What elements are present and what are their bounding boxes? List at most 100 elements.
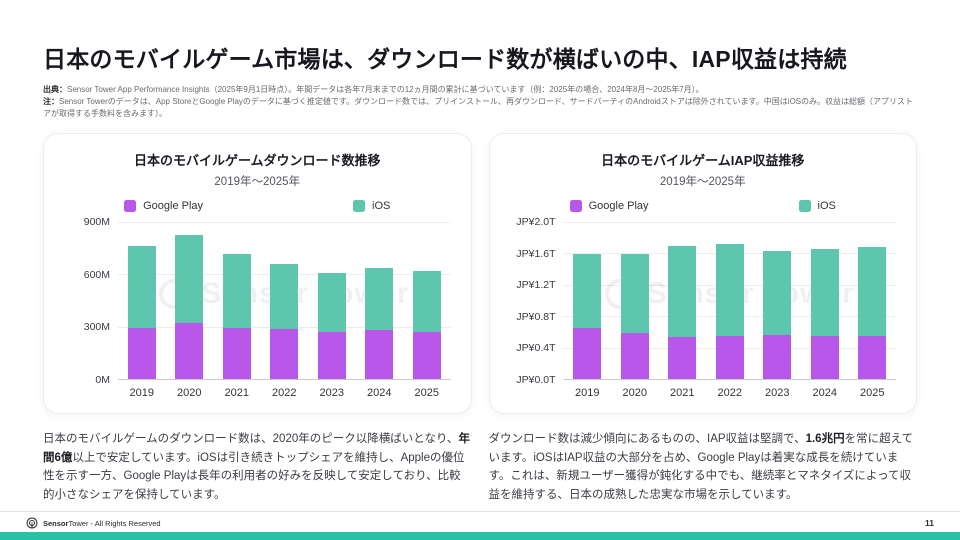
revenue-commentary: ダウンロード数は減少傾向にあるものの、IAP収益は堅調で、1.6兆円を常に超えて… xyxy=(489,430,918,505)
y-tick-label: JP¥2.0T xyxy=(516,216,556,228)
bar-segment-google-play xyxy=(365,329,394,379)
chart-title: 日本のモバイルゲームIAP収益推移 xyxy=(601,153,805,168)
bar-segment-google-play xyxy=(715,335,744,379)
bar-segment-ios xyxy=(222,253,251,328)
stacked-bar-2020 xyxy=(620,222,649,379)
x-tick-label: 2022 xyxy=(717,387,742,399)
bar-column xyxy=(564,222,612,379)
x-axis: 2019 2020 2021 2022 2023 2024 2025 xyxy=(510,387,897,399)
bar-segment-google-play xyxy=(620,332,649,379)
source-label: 出典： xyxy=(43,85,67,94)
plot: 900M 600M 300M 0M Sensor Tower xyxy=(64,216,451,386)
y-tick-label: JP¥1.2T xyxy=(516,279,556,292)
stacked-bar-2022 xyxy=(715,222,744,379)
brand-rest: Tower xyxy=(68,518,89,528)
y-axis: 900M 600M 300M 0M xyxy=(64,216,118,386)
stacked-bar-2024 xyxy=(810,222,839,379)
bar-column xyxy=(166,222,214,379)
bar-segment-google-play xyxy=(270,328,299,379)
stacked-bar-2022 xyxy=(270,222,299,379)
bottom-accent-bar xyxy=(0,532,960,540)
bar-column xyxy=(261,222,309,379)
bar-column xyxy=(801,222,849,379)
bar-segment-google-play xyxy=(763,335,792,379)
y-tick-label: 0M xyxy=(95,374,110,386)
legend: Google Play iOS xyxy=(64,200,451,212)
bar-segment-ios xyxy=(668,245,697,338)
legend-swatch-ios xyxy=(798,200,811,212)
bars xyxy=(118,222,451,379)
bar-column xyxy=(659,222,707,379)
bar-column xyxy=(118,222,166,379)
x-tick-label: 2020 xyxy=(177,387,202,399)
stacked-bar-2025 xyxy=(412,222,441,379)
commentary-highlight: 年間6億 xyxy=(43,433,470,464)
bar-segment-ios xyxy=(858,247,887,336)
commentary-highlight: 1.6兆円 xyxy=(805,433,845,445)
legend-swatch-google-play xyxy=(569,200,582,212)
legend-label-ios: iOS xyxy=(817,200,836,212)
bar-segment-google-play xyxy=(810,335,839,379)
y-axis: JP¥2.0T JP¥1.6T JP¥1.2T JP¥0.8T JP¥0.4T JP¥0.… xyxy=(510,216,564,386)
bar-segment-ios xyxy=(412,271,441,332)
x-tick-label: 2025 xyxy=(860,387,885,399)
bar-segment-google-play xyxy=(222,327,251,379)
source-notes: 出典：Sensor Tower App Performance Insights… xyxy=(43,84,917,120)
x-tick-label: 2023 xyxy=(765,387,790,399)
source-line: 出典：Sensor Tower App Performance Insights… xyxy=(43,84,917,96)
y-tick-label: JP¥0.0T xyxy=(516,374,556,386)
legend-item-ios: iOS xyxy=(353,200,390,212)
legend-item-google-play: Google Play xyxy=(569,200,649,212)
bar-segment-google-play xyxy=(127,328,156,379)
bar-column xyxy=(706,222,754,379)
bar-segment-ios xyxy=(620,254,649,333)
stacked-bar-2020 xyxy=(175,222,204,379)
bar-column xyxy=(849,222,897,379)
stacked-bar-2019 xyxy=(127,222,156,379)
bar-column xyxy=(308,222,356,379)
legend-swatch-ios xyxy=(353,200,366,212)
legend-item-google-play: Google Play xyxy=(124,200,203,212)
gridline xyxy=(563,222,896,223)
note-text: Sensor Towerのデータは、App StoreとGoogle Playの… xyxy=(43,97,914,118)
y-tick-label: 300M xyxy=(83,321,110,334)
brand-bold: Sensor xyxy=(43,518,69,528)
stacked-bar-2023 xyxy=(763,222,792,379)
commentary-text: を常に超えています。iOSはIAP収益の大部分を占め、Google Playは着… xyxy=(488,433,914,501)
y-tick-label: JP¥1.6T xyxy=(516,247,556,260)
page-title: 日本のモバイルゲーム市場は、ダウンロード数が横ばいの中、IAP収益は持続 xyxy=(43,46,847,72)
x-axis: 2019 2020 2021 2022 2023 2024 2025 xyxy=(64,387,451,399)
bar-column xyxy=(356,222,404,379)
iap-revenue-chart-card: 日本のモバイルゲームIAP収益推移 2019年～2025年 Google Pla… xyxy=(488,133,917,414)
footer-brand: SensorTower - All Rights Reserved xyxy=(26,517,161,529)
bar-segment-ios xyxy=(270,263,299,329)
downloads-chart-card: 日本のモバイルゲームダウンロード数推移 2019年～2025年 Google P… xyxy=(43,133,472,414)
bar-segment-ios xyxy=(810,248,839,336)
x-tick-label: 2024 xyxy=(367,387,392,399)
y-tick-label: JP¥0.8T xyxy=(516,310,556,323)
legend-label-google-play: Google Play xyxy=(588,200,649,212)
commentary-row: 日本のモバイルゲームのダウンロード数は、2020年のピーク以降横ばいとなり、年間… xyxy=(43,430,917,505)
x-tick-label: 2024 xyxy=(812,387,837,399)
footer-copyright: SensorTower - All Rights Reserved xyxy=(43,519,161,528)
commentary-text: 以上で安定しています。iOSは引き続きトップシェアを維持し、Appleの優位性を… xyxy=(43,451,465,501)
x-tick-label: 2023 xyxy=(319,387,344,399)
stacked-bar-2021 xyxy=(668,222,697,379)
plot-area: Sensor Tower xyxy=(118,222,451,380)
bar-segment-ios xyxy=(317,272,346,332)
gridline xyxy=(118,222,451,223)
bar-segment-ios xyxy=(573,254,602,328)
legend-label-google-play: Google Play xyxy=(143,200,204,212)
bar-segment-google-play xyxy=(858,335,887,379)
x-tick-label: 2025 xyxy=(414,387,439,399)
stacked-bar-2021 xyxy=(222,222,251,379)
legend-item-ios: iOS xyxy=(798,200,836,212)
bar-segment-google-play xyxy=(175,323,204,379)
plot: JP¥2.0T JP¥1.6T JP¥1.2T JP¥0.8T JP¥0.4T JP¥0.… xyxy=(510,216,897,386)
bars xyxy=(564,222,897,379)
plot-area: Sensor Tower xyxy=(563,222,897,380)
page-number: 11 xyxy=(925,518,934,528)
bar-segment-ios xyxy=(715,243,744,336)
commentary-text: 日本のモバイルゲームのダウンロード数は、2020年のピーク以降横ばいとなり、 xyxy=(43,433,459,445)
